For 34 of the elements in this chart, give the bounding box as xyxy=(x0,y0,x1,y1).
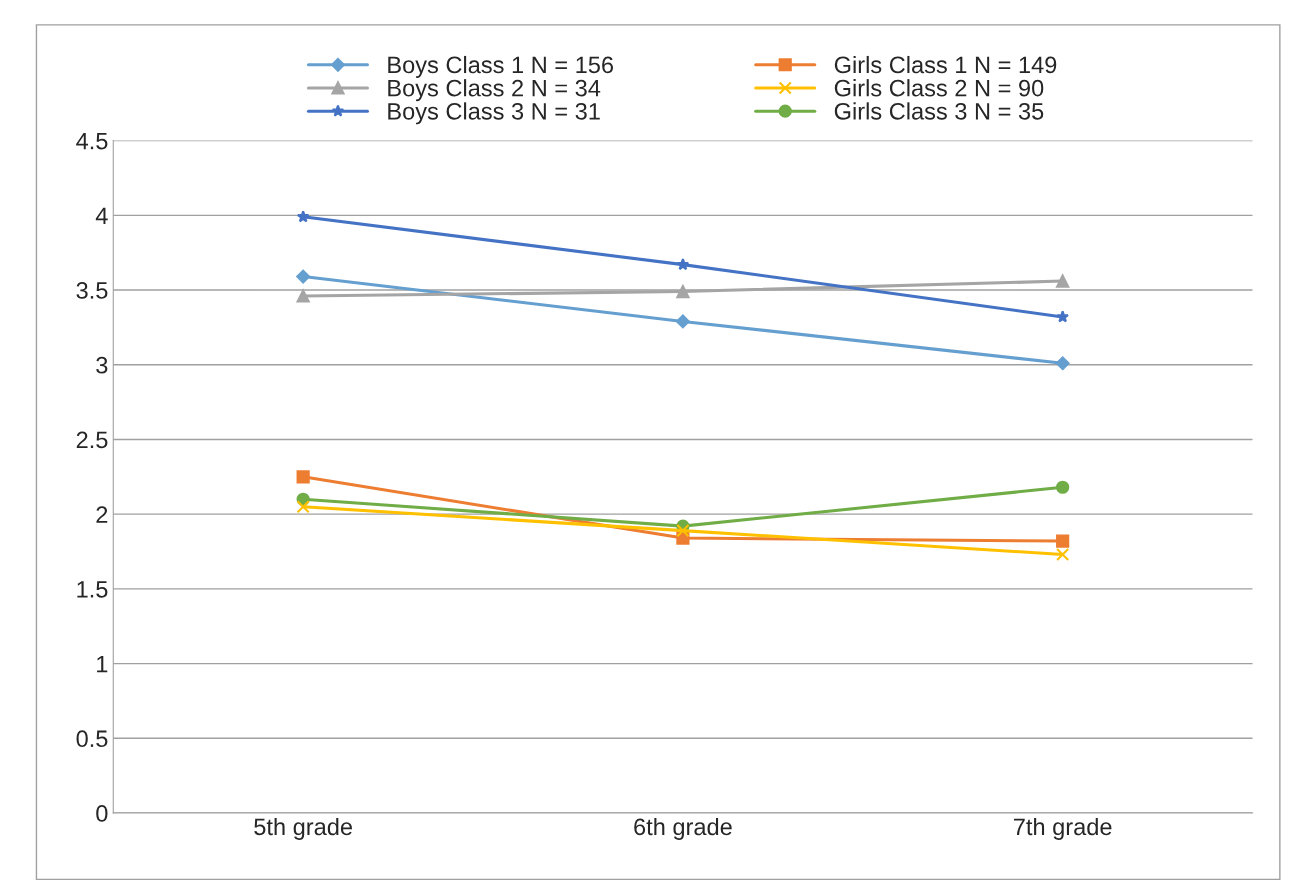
point xyxy=(1056,274,1070,288)
legend-label: Girls Class 1 N = 149 xyxy=(834,55,1057,74)
y-tick-label: 4.5 xyxy=(76,132,108,150)
x-tick-label: 5th grade xyxy=(254,817,352,840)
point xyxy=(296,210,310,223)
point xyxy=(1056,310,1069,323)
y-tick-label: 1.5 xyxy=(77,581,108,598)
point xyxy=(1056,480,1070,494)
point xyxy=(1056,547,1070,562)
legend-label: Girls Class 3 N = 35 xyxy=(834,102,1044,120)
x-tick-label: 6th grade xyxy=(634,817,732,840)
y-tick-label: 0 xyxy=(96,805,108,822)
x-tick-label: 7th grade xyxy=(1013,817,1112,840)
point xyxy=(1055,356,1070,371)
y-tick-label: 3.5 xyxy=(76,282,108,299)
point xyxy=(676,284,690,299)
y-tick-label: 2.5 xyxy=(76,431,108,449)
y-tick-label: 3 xyxy=(96,356,108,374)
y-tick-label: 2 xyxy=(96,506,108,523)
point xyxy=(296,470,310,484)
point xyxy=(296,500,310,514)
point xyxy=(296,289,310,303)
y-tick-label: 1 xyxy=(97,655,108,673)
point xyxy=(1056,534,1070,548)
y-tick-label: 4 xyxy=(95,207,108,224)
legend-label: Boys Class 1 N = 156 xyxy=(388,55,614,78)
legend-label: Boys Class 3 N = 31 xyxy=(388,102,600,125)
y-tick-label: 0.5 xyxy=(76,730,108,748)
legend-label: Boys Class 2 N = 34 xyxy=(388,79,601,102)
point xyxy=(296,269,311,284)
legend-label: Girls Class 2 N = 90 xyxy=(834,79,1044,97)
point xyxy=(676,524,690,538)
point xyxy=(676,258,690,271)
point xyxy=(675,314,690,329)
